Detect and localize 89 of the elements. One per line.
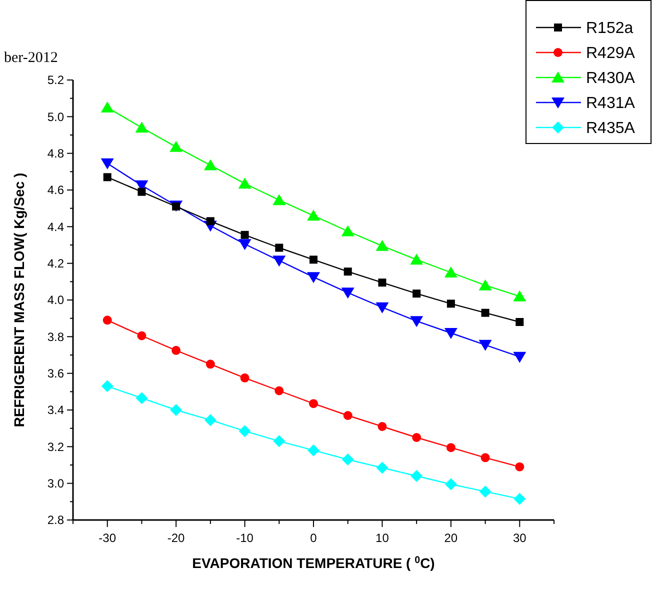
point	[478, 340, 492, 351]
point	[514, 492, 526, 505]
point	[102, 316, 112, 325]
point	[513, 352, 526, 363]
point	[513, 290, 526, 302]
y-tick-label: 3.6	[47, 366, 64, 381]
point	[341, 225, 354, 236]
point	[238, 178, 252, 189]
x-tick-label: -10	[236, 531, 254, 545]
point	[410, 316, 424, 328]
point	[378, 278, 386, 287]
point	[272, 194, 286, 206]
y-tick-label: 4.0	[47, 293, 64, 308]
point	[172, 346, 181, 355]
point	[275, 244, 284, 252]
point	[238, 239, 252, 250]
point	[100, 102, 114, 112]
point	[376, 240, 389, 251]
point	[480, 453, 490, 462]
point	[204, 414, 216, 426]
y-tick-label: 4.4	[47, 220, 64, 234]
point	[308, 444, 320, 456]
point	[206, 217, 214, 226]
y-axis-title: REFRIGERENT MASS FLOW( Kg/Sec )	[11, 172, 27, 428]
legend-label: R152a	[586, 20, 634, 38]
legend-label: R429A	[586, 45, 636, 62]
point	[412, 290, 421, 298]
point	[135, 122, 148, 133]
point	[410, 470, 423, 482]
point	[446, 300, 455, 308]
x-tick-label: 10	[376, 531, 390, 545]
point	[204, 159, 217, 170]
point	[238, 425, 251, 438]
point	[170, 404, 182, 416]
x-tick-label: -30	[98, 531, 116, 545]
text: ber-2012	[4, 50, 58, 66]
point	[479, 486, 492, 498]
y-tick-label: 4.8	[47, 146, 64, 161]
point	[206, 360, 215, 369]
legend-label: R430A	[586, 70, 636, 88]
point	[444, 328, 458, 339]
point	[136, 392, 148, 404]
point	[444, 478, 457, 490]
point	[515, 462, 524, 472]
point	[478, 279, 492, 290]
point	[343, 411, 352, 420]
point	[307, 272, 320, 284]
point	[481, 308, 490, 317]
y-tick-label: 3.4	[47, 403, 64, 418]
point	[309, 399, 318, 408]
point	[272, 256, 286, 267]
x-tick-label: 30	[512, 531, 527, 545]
point	[410, 254, 424, 265]
x-axis-title: EVAPORATION TEMPERATURE ( $^{0}$C)	[192, 554, 435, 571]
legend-label: R431A	[586, 95, 636, 112]
point	[412, 433, 422, 442]
point	[444, 266, 458, 278]
y-tick-label: 2.8	[47, 513, 64, 528]
point	[101, 380, 114, 392]
point	[240, 373, 250, 382]
point	[103, 173, 112, 182]
x-tick-label: 0	[310, 531, 318, 545]
point	[344, 268, 352, 276]
point	[138, 188, 146, 196]
legend-label: R435A	[586, 120, 636, 138]
y-tick-label: 4.2	[47, 256, 64, 271]
point	[378, 422, 387, 431]
point	[376, 302, 389, 314]
point	[137, 331, 146, 340]
point	[307, 210, 320, 221]
point	[274, 386, 284, 396]
point	[240, 230, 249, 239]
y-tick-label: 3.8	[47, 330, 64, 344]
point	[446, 443, 456, 452]
x-tick-label: -20	[167, 531, 186, 545]
y-tick-label: 4.6	[47, 183, 64, 198]
point	[516, 318, 524, 326]
point	[342, 454, 354, 466]
point	[376, 462, 388, 474]
point	[341, 288, 354, 299]
point	[100, 158, 114, 170]
point	[273, 435, 286, 448]
y-tick-label: 5.0	[47, 110, 64, 124]
y-tick-label: 3.2	[47, 440, 64, 454]
y-tick-label: 3.0	[47, 476, 64, 491]
point	[170, 140, 183, 152]
point	[310, 256, 318, 264]
x-tick-label: 20	[444, 531, 458, 545]
y-tick-label: 5.2	[47, 73, 64, 88]
